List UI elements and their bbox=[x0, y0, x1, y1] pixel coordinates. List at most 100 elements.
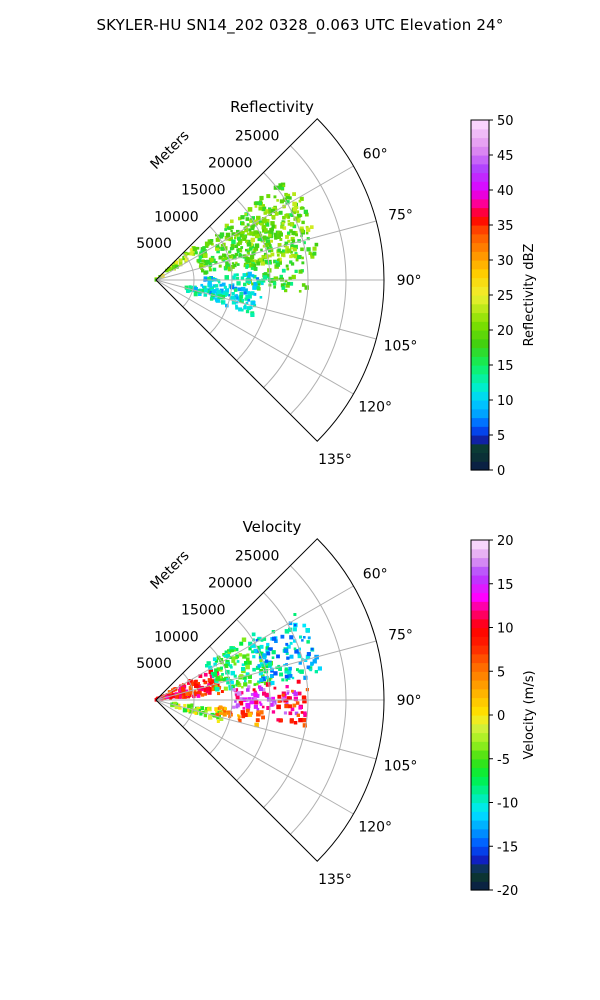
echo-gate bbox=[248, 641, 253, 646]
echo-gate bbox=[289, 260, 293, 264]
echo-gate bbox=[290, 236, 295, 241]
colorbar-segment bbox=[471, 225, 489, 235]
echo-gate bbox=[218, 264, 222, 268]
echo-gate bbox=[291, 230, 296, 236]
azimuth-tick-label: 75° bbox=[388, 208, 413, 224]
echo-gate bbox=[194, 690, 197, 693]
echo-gate bbox=[270, 221, 275, 226]
echo-gate bbox=[234, 700, 237, 703]
echo-gate bbox=[302, 717, 307, 723]
echo-gate bbox=[265, 675, 269, 680]
colorbar-segment bbox=[471, 382, 489, 392]
echo-gate bbox=[216, 672, 220, 676]
echo-gate bbox=[233, 647, 236, 650]
colorbar-segment bbox=[471, 618, 489, 629]
echo-gate bbox=[301, 256, 304, 260]
echo-gate bbox=[248, 278, 252, 283]
echo-gate bbox=[178, 692, 182, 696]
echo-gate bbox=[212, 267, 217, 272]
echo-gate bbox=[278, 257, 282, 262]
echo-gate bbox=[227, 711, 231, 715]
echo-gate bbox=[289, 229, 293, 233]
echo-gate bbox=[314, 670, 318, 674]
echo-gate bbox=[301, 696, 307, 701]
echo-gate bbox=[283, 648, 289, 653]
echo-gate bbox=[274, 639, 278, 643]
colorbar-tick-label: 5 bbox=[497, 429, 505, 444]
echo-gate bbox=[267, 230, 271, 234]
echo-gate bbox=[230, 219, 234, 224]
echo-gate bbox=[203, 672, 208, 677]
echo-gate bbox=[175, 260, 179, 264]
colorbar-segment bbox=[471, 408, 489, 419]
colorbar-segment bbox=[471, 295, 489, 305]
echo-gate bbox=[262, 688, 266, 692]
echo-gate bbox=[229, 655, 233, 659]
echo-gate bbox=[221, 673, 224, 676]
colorbar-tick-label: 10 bbox=[497, 622, 514, 637]
echo-gate bbox=[207, 683, 210, 686]
echo-gate bbox=[273, 276, 279, 281]
colorbar-segment bbox=[471, 785, 489, 795]
echo-gate bbox=[224, 663, 229, 668]
range-axis-label: Meters bbox=[147, 548, 192, 593]
echo-gate bbox=[293, 211, 297, 215]
echo-gate bbox=[269, 702, 274, 707]
colorbar-segment bbox=[471, 592, 489, 602]
echo-gate bbox=[290, 707, 295, 712]
colorbar-segment bbox=[471, 338, 489, 349]
echo-gate bbox=[238, 715, 241, 719]
echo-gate bbox=[213, 662, 217, 667]
echo-gate bbox=[285, 200, 290, 205]
echo-gate bbox=[269, 647, 273, 651]
azimuth-gridline bbox=[155, 699, 354, 815]
echo-gate bbox=[251, 697, 256, 702]
echo-gate bbox=[246, 259, 250, 263]
colorbar-tick-label: -10 bbox=[497, 797, 518, 812]
echo-gate bbox=[242, 697, 246, 701]
echo-gate bbox=[235, 261, 238, 265]
echo-gate bbox=[287, 219, 291, 223]
echo-gate bbox=[230, 665, 233, 669]
echo-gate bbox=[238, 701, 244, 706]
echo-gate bbox=[273, 185, 278, 190]
echo-gate bbox=[305, 628, 310, 633]
echo-gate bbox=[262, 204, 265, 207]
echo-gate bbox=[285, 196, 289, 200]
echo-gate bbox=[272, 700, 277, 705]
echo-gate bbox=[281, 253, 285, 257]
echo-gate bbox=[303, 636, 306, 639]
echo-gate bbox=[215, 687, 220, 692]
echo-gate bbox=[245, 664, 250, 670]
echo-gate bbox=[256, 231, 261, 236]
echo-gate bbox=[207, 690, 212, 695]
echo-gate bbox=[239, 291, 244, 296]
echo-gate bbox=[225, 232, 231, 238]
echo-gate bbox=[235, 703, 240, 708]
colorbar-segment bbox=[471, 575, 489, 585]
echo-gate bbox=[262, 637, 267, 641]
echo-gate bbox=[252, 688, 256, 692]
echo-gate bbox=[239, 233, 244, 238]
echo-gate bbox=[253, 267, 258, 271]
echo-gate bbox=[287, 676, 291, 680]
echo-gate bbox=[167, 267, 172, 272]
echo-gate bbox=[220, 690, 224, 693]
echo-gate bbox=[284, 213, 289, 218]
echo-gate bbox=[216, 719, 220, 723]
echo-gate bbox=[272, 636, 277, 641]
echo-gate bbox=[238, 254, 243, 259]
echo-gate bbox=[298, 199, 302, 203]
echo-gate bbox=[300, 247, 304, 252]
echo-gate bbox=[281, 691, 286, 696]
echo-gate bbox=[306, 232, 309, 235]
echo-gate bbox=[250, 237, 255, 243]
echo-gate bbox=[249, 700, 254, 705]
echo-gate bbox=[207, 276, 212, 281]
echo-gate bbox=[250, 693, 254, 696]
echo-gate bbox=[277, 694, 282, 699]
echo-gate bbox=[219, 255, 223, 260]
echo-gate bbox=[216, 667, 221, 672]
echo-gate bbox=[292, 224, 297, 229]
